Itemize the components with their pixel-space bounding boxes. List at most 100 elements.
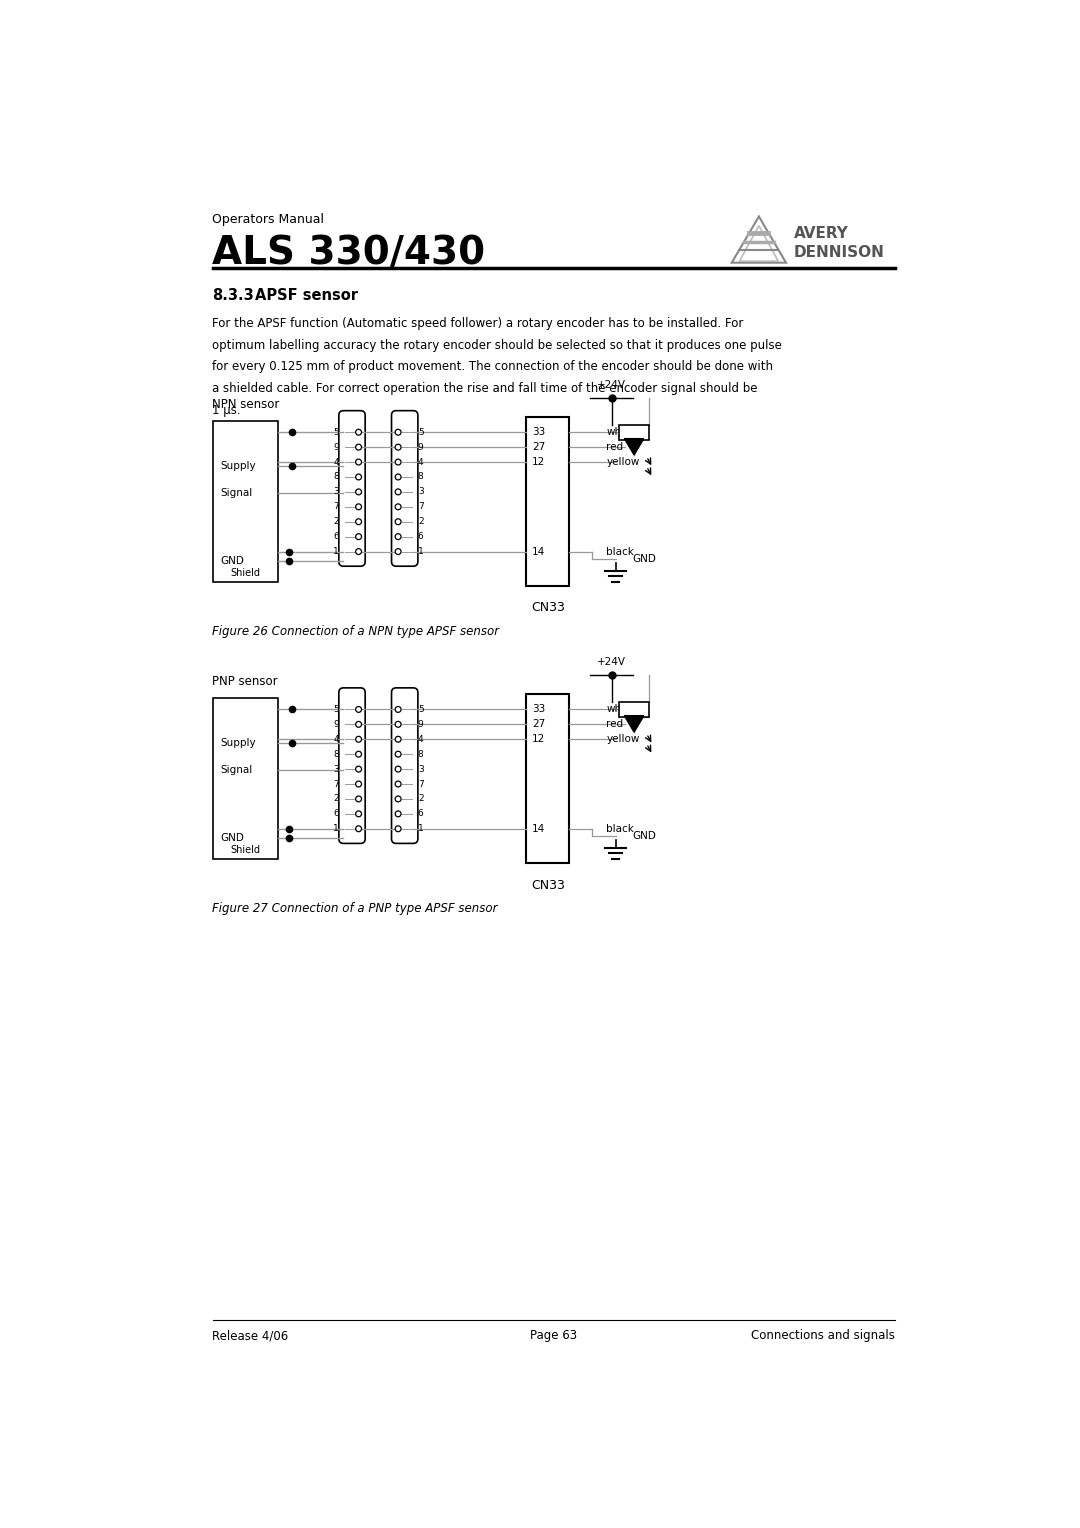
FancyBboxPatch shape: [339, 411, 365, 567]
Text: 5: 5: [418, 428, 423, 437]
Text: Supply: Supply: [220, 738, 256, 749]
Circle shape: [355, 458, 362, 465]
Text: Connections and signals: Connections and signals: [751, 1329, 894, 1342]
Text: CN33: CN33: [530, 602, 565, 614]
Circle shape: [355, 706, 362, 712]
Circle shape: [395, 504, 401, 510]
Text: +24V: +24V: [597, 380, 626, 390]
Text: +24V: +24V: [597, 657, 626, 668]
Text: 9: 9: [333, 443, 339, 452]
Circle shape: [355, 474, 362, 480]
Text: 33: 33: [531, 428, 545, 437]
FancyBboxPatch shape: [392, 688, 418, 843]
Circle shape: [395, 706, 401, 712]
Text: Figure 26 Connection of a NPN type APSF sensor: Figure 26 Connection of a NPN type APSF …: [213, 625, 500, 637]
Circle shape: [395, 520, 401, 524]
FancyBboxPatch shape: [339, 688, 365, 843]
Circle shape: [395, 736, 401, 743]
Text: 4: 4: [418, 735, 423, 744]
Text: 1: 1: [418, 547, 423, 556]
Text: 8: 8: [418, 750, 423, 759]
Text: 6: 6: [418, 810, 423, 819]
Circle shape: [395, 766, 401, 772]
Text: GND: GND: [220, 556, 244, 565]
Circle shape: [355, 736, 362, 743]
Text: red: red: [606, 442, 623, 452]
Text: 4: 4: [334, 457, 339, 466]
Text: 1: 1: [333, 547, 339, 556]
Circle shape: [395, 811, 401, 817]
Text: 27: 27: [531, 720, 545, 729]
Text: 4: 4: [334, 735, 339, 744]
Text: 6: 6: [418, 532, 423, 541]
Text: 2: 2: [334, 795, 339, 804]
Bar: [526, 417, 569, 587]
Text: 14: 14: [531, 824, 545, 834]
Text: ALS 330/430: ALS 330/430: [213, 234, 486, 272]
Text: 8: 8: [333, 750, 339, 759]
Text: optimum labelling accuracy the rotary encoder should be selected so that it prod: optimum labelling accuracy the rotary en…: [213, 339, 782, 351]
Circle shape: [395, 429, 401, 435]
Text: white: white: [606, 704, 635, 715]
Circle shape: [395, 445, 401, 451]
Circle shape: [395, 489, 401, 495]
Text: 4: 4: [418, 457, 423, 466]
Text: 33: 33: [531, 704, 545, 715]
Circle shape: [355, 520, 362, 524]
Text: Supply: Supply: [220, 461, 256, 471]
Circle shape: [395, 549, 401, 555]
Circle shape: [355, 533, 362, 539]
Text: red: red: [606, 720, 623, 729]
Text: 5: 5: [333, 428, 339, 437]
Text: 7: 7: [418, 779, 423, 788]
Text: yellow: yellow: [606, 457, 639, 468]
Text: For the APSF function (Automatic speed follower) a rotary encoder has to be inst: For the APSF function (Automatic speed f…: [213, 316, 744, 330]
Circle shape: [355, 811, 362, 817]
Text: for every 0.125 mm of product movement. The connection of the encoder should be : for every 0.125 mm of product movement. …: [213, 361, 773, 373]
Text: 7: 7: [333, 503, 339, 512]
Bar: [213, 420, 279, 582]
FancyBboxPatch shape: [392, 411, 418, 567]
Text: Operators Manual: Operators Manual: [213, 212, 324, 226]
Circle shape: [395, 458, 401, 465]
Text: a shielded cable. For correct operation the rise and fall time of the encoder si: a shielded cable. For correct operation …: [213, 382, 758, 396]
Circle shape: [355, 752, 362, 756]
Text: 3: 3: [333, 764, 339, 773]
Bar: [213, 698, 279, 859]
Text: 5: 5: [418, 704, 423, 714]
Circle shape: [395, 533, 401, 539]
Circle shape: [395, 474, 401, 480]
Bar: [619, 425, 649, 440]
Circle shape: [355, 766, 362, 772]
Text: 9: 9: [333, 720, 339, 729]
Text: 3: 3: [418, 487, 423, 497]
Circle shape: [395, 781, 401, 787]
Text: 12: 12: [531, 735, 545, 744]
Text: GND: GND: [633, 555, 657, 564]
Text: 1 μs.: 1 μs.: [213, 405, 241, 417]
Text: 2: 2: [418, 518, 423, 526]
Text: Shield: Shield: [230, 567, 260, 578]
Circle shape: [355, 489, 362, 495]
Circle shape: [395, 796, 401, 802]
Text: Shield: Shield: [230, 845, 260, 854]
Text: 1: 1: [333, 824, 339, 833]
Text: white: white: [606, 428, 635, 437]
Circle shape: [355, 781, 362, 787]
Text: 7: 7: [333, 779, 339, 788]
Text: Release 4/06: Release 4/06: [213, 1329, 288, 1342]
Text: 1: 1: [418, 824, 423, 833]
Circle shape: [355, 445, 362, 451]
Text: 9: 9: [418, 720, 423, 729]
Text: NPN sensor: NPN sensor: [213, 399, 280, 411]
Text: Figure 27 Connection of a PNP type APSF sensor: Figure 27 Connection of a PNP type APSF …: [213, 902, 498, 915]
Text: 6: 6: [333, 810, 339, 819]
Text: 3: 3: [333, 487, 339, 497]
Circle shape: [355, 796, 362, 802]
Text: 2: 2: [334, 518, 339, 526]
Text: black: black: [606, 824, 634, 834]
Bar: [619, 701, 649, 717]
Circle shape: [355, 504, 362, 510]
Text: GND: GND: [633, 831, 657, 842]
Text: yellow: yellow: [606, 735, 639, 744]
